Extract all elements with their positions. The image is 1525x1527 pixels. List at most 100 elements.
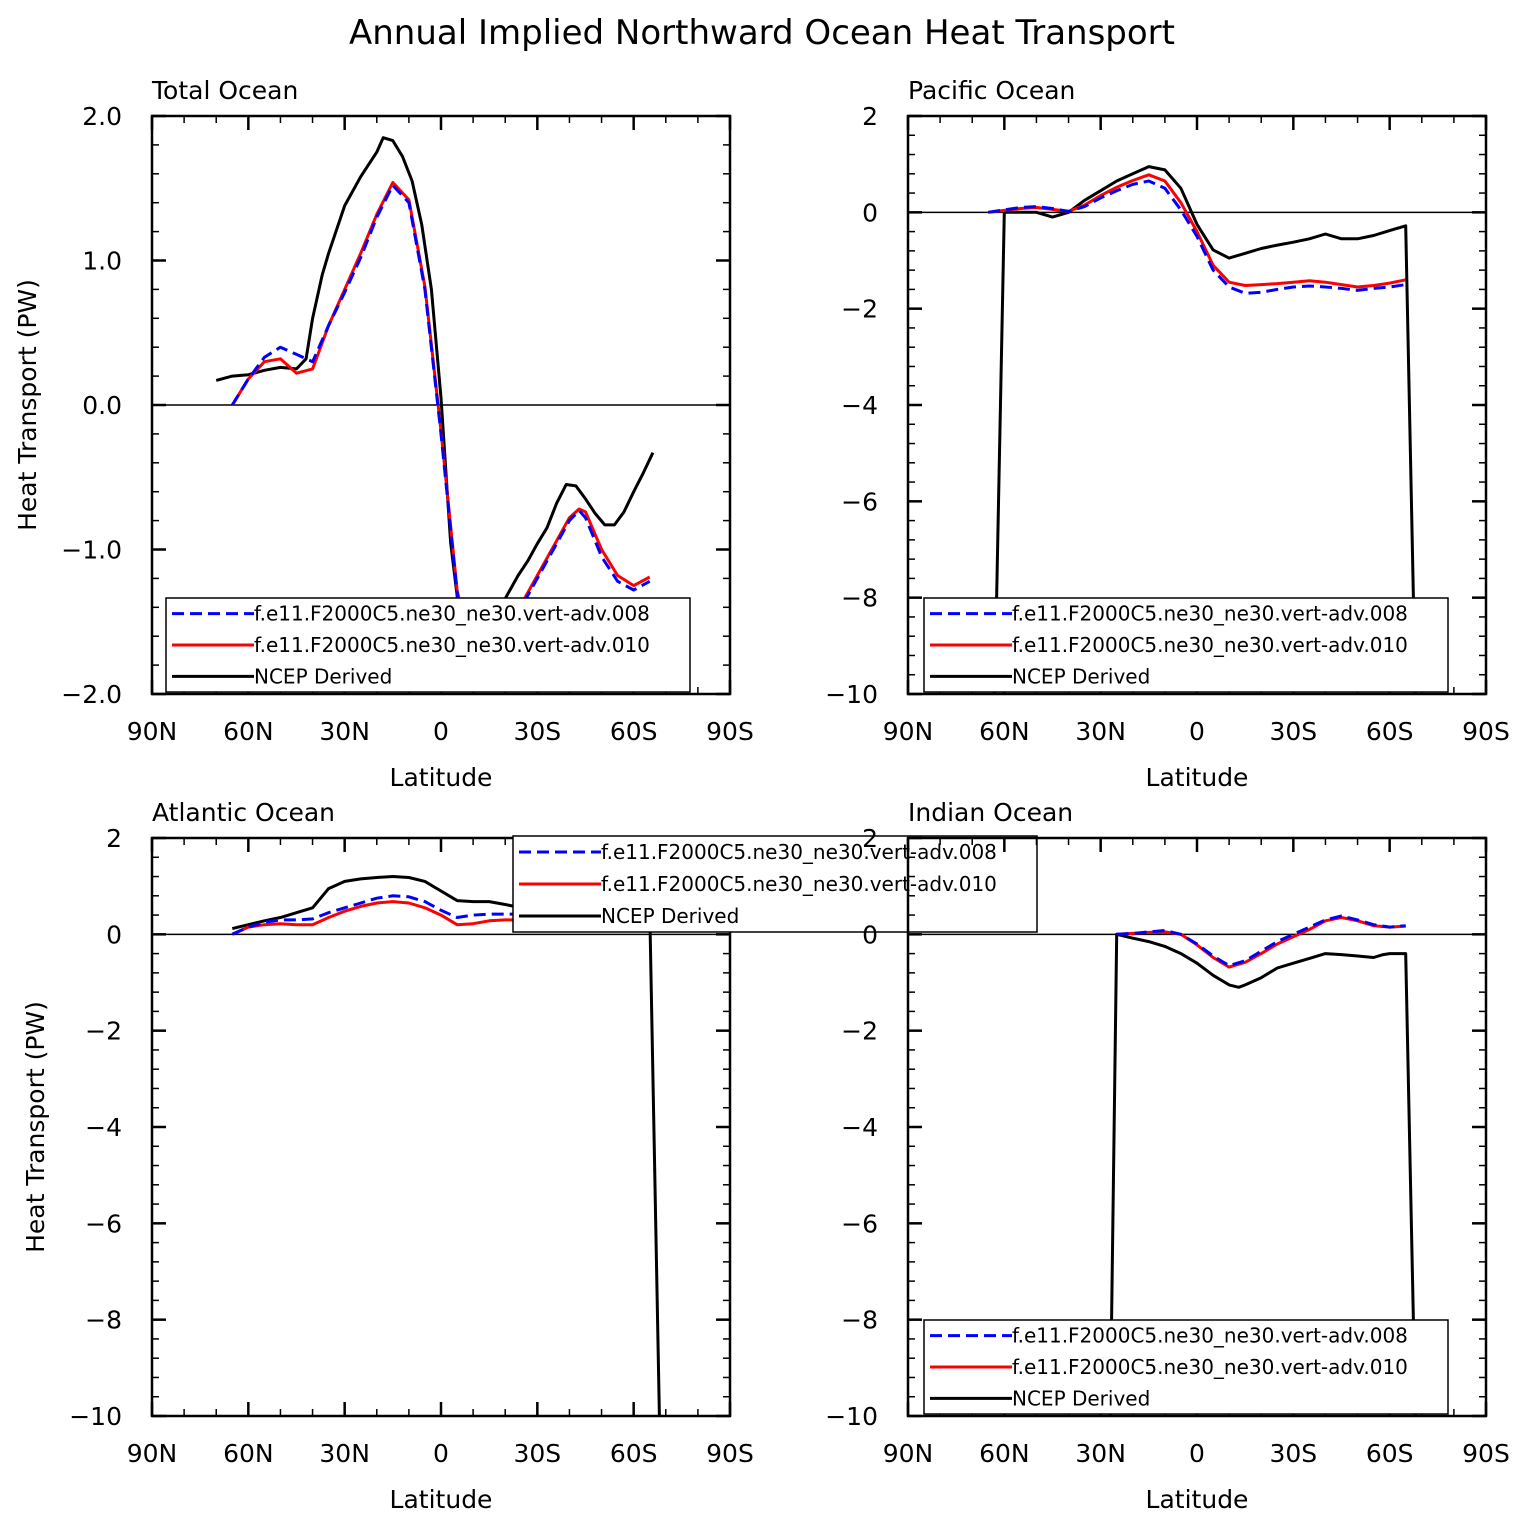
legend: f.e11.F2000C5.ne30_ne30.vert-adv.008 f.e1… — [512, 835, 1038, 933]
series-line-ncep-derived — [231, 875, 661, 1416]
x-tick-label: 60N — [979, 717, 1030, 746]
legend-entry: f.e11.F2000C5.ne30_ne30.vert-adv.010 — [1012, 1355, 1408, 1379]
series-line-ncep-derived — [215, 136, 655, 650]
x-tick-label: 30N — [319, 1439, 370, 1468]
x-tick-label: 0 — [433, 1439, 449, 1468]
y-tick-label: 2 — [106, 824, 122, 853]
legend-entry: NCEP Derived — [601, 904, 739, 928]
y-tick-label: −8 — [841, 584, 878, 613]
legend-entry: f.e11.F2000C5.ne30_ne30.vert-adv.008 — [1012, 1324, 1408, 1348]
x-axis-label: Latitude — [1146, 1485, 1249, 1514]
x-tick-label: 90N — [127, 1439, 178, 1468]
x-tick-label: 60S — [610, 1439, 658, 1468]
series-line-f-e11-f2000c5-ne30-ne30-vert-adv-008 — [231, 183, 651, 679]
x-tick-label: 30S — [513, 717, 561, 746]
legend: f.e11.F2000C5.ne30_ne30.vert-adv.008 f.e1… — [165, 597, 691, 693]
series-line-f-e11-f2000c5-ne30-ne30-vert-adv-008 — [231, 894, 650, 936]
y-axis-label: Heat Transport (PW) — [21, 1001, 50, 1253]
x-tick-label: 60S — [1366, 1439, 1414, 1468]
x-axis-label: Latitude — [390, 763, 493, 792]
y-tick-label: −10 — [825, 680, 878, 709]
series-line-f-e11-f2000c5-ne30-ne30-vert-adv-008 — [988, 179, 1406, 295]
x-tick-label: 60N — [223, 717, 274, 746]
figure-title: Annual Implied Northward Ocean Heat Tran… — [349, 13, 1175, 53]
panel-pacific-ocean: Pacific Ocean 90N 60N 30N 0 30S 60S 90S −10 −8 −6 −… — [825, 76, 1510, 792]
y-tick-label: −4 — [841, 391, 878, 420]
y-tick-label: 0 — [862, 920, 878, 949]
y-tick-label: 0.0 — [82, 391, 122, 420]
y-tick-label: −4 — [841, 1113, 878, 1142]
panel-title: Indian Ocean — [908, 798, 1073, 827]
x-tick-label: 90S — [1462, 717, 1510, 746]
x-tick-label: 30S — [1269, 1439, 1317, 1468]
legend-entry: f.e11.F2000C5.ne30_ne30.vert-adv.008 — [1012, 602, 1408, 626]
x-tick-label: 30S — [513, 1439, 561, 1468]
x-tick-label: 90N — [883, 717, 934, 746]
y-tick-label: −6 — [85, 1209, 122, 1238]
y-tick-label: −2 — [841, 295, 878, 324]
y-tick-label: −10 — [69, 1402, 122, 1431]
legend: f.e11.F2000C5.ne30_ne30.vert-adv.008 f.e1… — [923, 597, 1449, 693]
y-tick-label: 1.0 — [82, 247, 122, 276]
series-line-f-e11-f2000c5-ne30-ne30-vert-adv-010 — [1116, 916, 1406, 969]
legend-entry: NCEP Derived — [1012, 664, 1150, 688]
x-tick-label: 0 — [1189, 717, 1205, 746]
y-tick-label: 2 — [862, 102, 878, 131]
y-tick-label: 0 — [106, 920, 122, 949]
x-tick-label: 0 — [433, 717, 449, 746]
legend-entry: f.e11.F2000C5.ne30_ne30.vert-adv.010 — [601, 872, 997, 896]
y-tick-label: 2 — [862, 824, 878, 853]
panel-atlantic-ocean: Atlantic Ocean 90N 60N 30N 0 30S 60S 90S −10 −8 −6… — [21, 798, 1038, 1514]
y-tick-label: 2.0 — [82, 102, 122, 131]
panel-total-ocean: Total Ocean 90N 60N 30N 0 30S 60S 90S −2.0 −1.0 0.… — [13, 76, 754, 792]
y-tick-label: 0 — [862, 198, 878, 227]
panel-title: Atlantic Ocean — [152, 798, 335, 827]
y-tick-label: −4 — [85, 1113, 122, 1142]
series-line-ncep-derived — [1108, 932, 1417, 1416]
x-tick-label: 90N — [127, 717, 178, 746]
x-tick-label: 60S — [1366, 717, 1414, 746]
x-axis-label: Latitude — [390, 1485, 493, 1514]
series-line-f-e11-f2000c5-ne30-ne30-vert-adv-010 — [988, 173, 1407, 289]
y-tick-label: −2 — [841, 1017, 878, 1046]
legend-entry: f.e11.F2000C5.ne30_ne30.vert-adv.010 — [254, 633, 650, 657]
y-tick-label: −8 — [841, 1306, 878, 1335]
legend-entry: f.e11.F2000C5.ne30_ne30.vert-adv.008 — [601, 840, 997, 864]
y-tick-label: −1.0 — [61, 536, 122, 565]
series-line-ncep-derived — [993, 165, 1417, 694]
legend-entry: f.e11.F2000C5.ne30_ne30.vert-adv.010 — [1012, 633, 1408, 657]
y-tick-label: −2.0 — [61, 680, 122, 709]
panel-indian-ocean: Indian Ocean 90N 60N 30N 0 30S 60S 90S −10 −8 −6 −4… — [825, 798, 1510, 1514]
x-tick-label: 30N — [319, 717, 370, 746]
series-line-f-e11-f2000c5-ne30-ne30-vert-adv-008 — [1116, 914, 1406, 968]
legend: f.e11.F2000C5.ne30_ne30.vert-adv.008 f.e1… — [923, 1319, 1449, 1415]
x-tick-label: 0 — [1189, 1439, 1205, 1468]
x-tick-label: 60N — [979, 1439, 1030, 1468]
x-axis-label: Latitude — [1146, 763, 1249, 792]
panel-title: Total Ocean — [151, 76, 298, 105]
y-axis-label: Heat Transport (PW) — [13, 279, 42, 531]
x-tick-label: 90S — [706, 717, 754, 746]
panel-title: Pacific Ocean — [908, 76, 1075, 105]
x-tick-label: 90S — [706, 1439, 754, 1468]
legend-entry: NCEP Derived — [1012, 1386, 1150, 1410]
series-group — [1108, 914, 1417, 1416]
x-tick-label: 30N — [1075, 1439, 1126, 1468]
x-tick-label: 60N — [223, 1439, 274, 1468]
legend-entry: NCEP Derived — [254, 664, 392, 688]
x-tick-label: 90N — [883, 1439, 934, 1468]
y-tick-label: −10 — [825, 1402, 878, 1431]
series-group — [215, 136, 655, 679]
legend-entry: f.e11.F2000C5.ne30_ne30.vert-adv.008 — [254, 602, 650, 626]
series-group — [988, 165, 1417, 694]
y-tick-label: −6 — [841, 1209, 878, 1238]
x-tick-label: 60S — [610, 717, 658, 746]
x-tick-label: 30S — [1269, 717, 1317, 746]
y-tick-label: −2 — [85, 1017, 122, 1046]
y-tick-label: −6 — [841, 487, 878, 516]
x-tick-label: 30N — [1075, 717, 1126, 746]
x-tick-label: 90S — [1462, 1439, 1510, 1468]
series-group — [231, 875, 661, 1416]
y-tick-label: −8 — [85, 1306, 122, 1335]
